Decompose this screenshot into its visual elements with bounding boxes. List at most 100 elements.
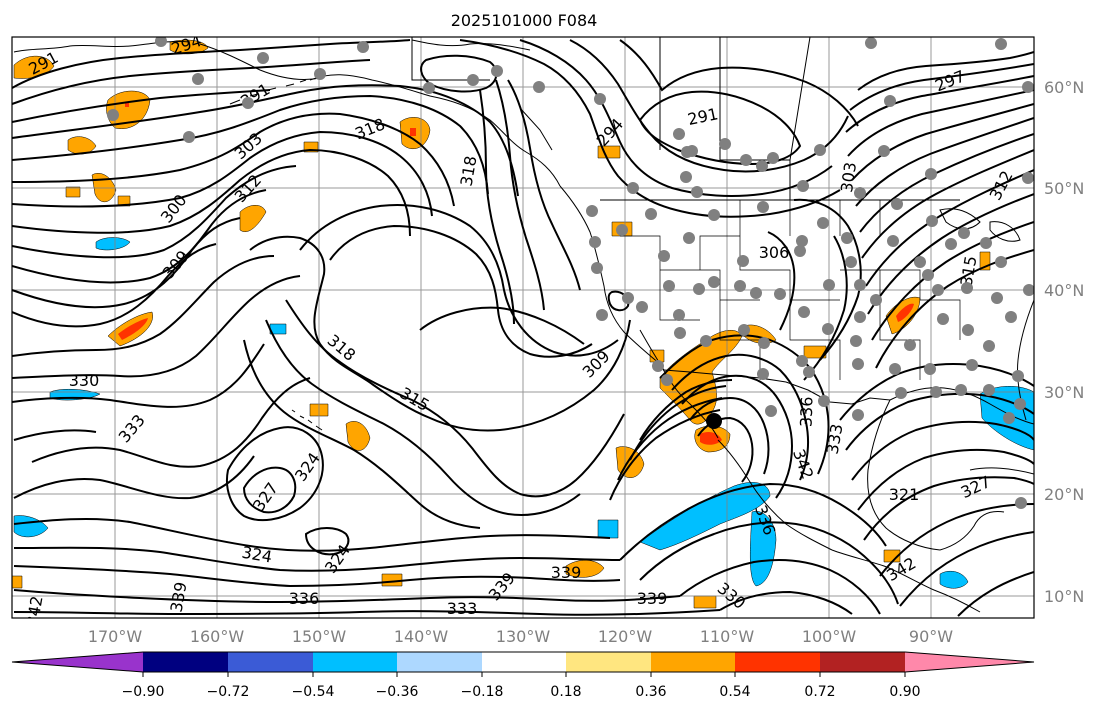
station-dot (995, 38, 1007, 50)
station-dot (686, 145, 698, 157)
contour-line (420, 54, 498, 93)
station-dot (870, 294, 882, 306)
colorbar-tick-label: −0.90 (122, 684, 165, 700)
contour-line (265, 319, 581, 516)
contour-line (31, 377, 311, 468)
contour-line (12, 112, 455, 207)
station-dot (958, 227, 970, 239)
station-dot (700, 335, 712, 347)
fill-cyan (939, 571, 969, 589)
contour-line (639, 379, 733, 441)
station-dot (533, 81, 545, 93)
contour-line (851, 421, 1034, 481)
station-dot (183, 131, 195, 143)
contour-line (855, 117, 1034, 207)
station-dot (852, 409, 864, 421)
station-dot (797, 180, 809, 192)
lon-tick-label: 120°W (598, 627, 653, 646)
contour-line (767, 231, 796, 331)
contour-line (12, 84, 519, 197)
station-dot (767, 152, 779, 164)
station-dot (983, 384, 995, 396)
yucatan-coast (939, 511, 1005, 551)
map-panel: 291 294 291 303 312 318 318 300 309 330 … (11, 36, 1084, 646)
station-dot (757, 201, 769, 213)
station-dot (796, 355, 808, 367)
contour-line (569, 39, 849, 173)
lat-tick-label: 60°N (1044, 78, 1084, 97)
contour-label: 342 (23, 594, 47, 627)
fill-orange (381, 573, 403, 587)
colorbar-tick-label: −0.18 (461, 684, 504, 700)
station-dot (845, 256, 857, 268)
contour-label: 336 (796, 396, 816, 427)
contour-line (857, 51, 1034, 91)
fill-orange (693, 595, 717, 609)
colorbar-tick-label: 0.18 (550, 684, 581, 700)
station-dot (774, 288, 786, 300)
colorbar-segment (228, 652, 313, 672)
station-dot (1023, 284, 1034, 296)
contour-line (849, 63, 1034, 111)
contour-line (12, 255, 275, 357)
contour-line (13, 589, 681, 604)
colorbar-tick-label: −0.36 (376, 684, 419, 700)
contour-line (845, 75, 1034, 133)
station-dot (983, 340, 995, 352)
station-dot (955, 384, 967, 396)
contour-line (12, 343, 265, 408)
colorbar-tick-label: 0.72 (804, 684, 835, 700)
lat-tick-label: 50°N (1044, 179, 1084, 198)
station-dot (961, 282, 973, 294)
contour-line (495, 79, 545, 311)
station-dot (765, 405, 777, 417)
figure-title: 2025101000 F084 (451, 11, 598, 30)
contour-lines (12, 39, 1034, 617)
contour-label: 336 (289, 589, 320, 608)
colorbar-segment (566, 652, 651, 672)
contour-line (671, 353, 809, 481)
station-dot (822, 323, 834, 335)
contour-line (12, 148, 411, 237)
station-dot (922, 269, 934, 281)
lon-tick-label: 170°W (88, 627, 143, 646)
station-dot (357, 41, 369, 53)
contour-line (12, 189, 267, 284)
us-mexico-border (663, 369, 891, 405)
station-dot (591, 262, 603, 274)
shaded-fills (12, 39, 1034, 609)
contour-line (851, 103, 1034, 181)
station-dot (814, 144, 826, 156)
station-dot (674, 327, 686, 339)
station-dot (914, 256, 926, 268)
contour-line (13, 546, 621, 572)
map-frame (11, 36, 1035, 619)
station-dot (796, 235, 808, 247)
station-dot (904, 339, 916, 351)
fill-orange (65, 186, 81, 198)
colorbar-extend-low (12, 652, 143, 672)
lat-tick-label: 40°N (1044, 281, 1084, 300)
station-dot (1015, 497, 1027, 509)
lat-tick-label: 30°N (1044, 383, 1084, 402)
colorbar-segment (735, 652, 820, 672)
colorbar-tick-label: −0.54 (292, 684, 335, 700)
fill-orange (12, 575, 23, 589)
longitude-labels: 170°W 160°W 150°W 140°W 130°W 120°W 110°… (88, 627, 953, 646)
station-dot (980, 237, 992, 249)
station-dot (645, 208, 657, 220)
hawaii (291, 409, 323, 431)
station-dot (192, 73, 204, 85)
station-dot (991, 292, 1003, 304)
station-dot (693, 283, 705, 295)
contour-line (803, 235, 848, 381)
contour-line (12, 39, 411, 89)
station-dot (756, 160, 768, 172)
contour-labels: 291 294 291 303 312 318 318 300 309 330 … (23, 37, 1017, 627)
coastlines (13, 37, 1034, 613)
station-dot (757, 368, 769, 380)
fill-orange (239, 205, 267, 232)
lat-tick-label: 20°N (1044, 485, 1084, 504)
contour-line (639, 521, 899, 605)
lon-tick-label: 130°W (496, 627, 551, 646)
